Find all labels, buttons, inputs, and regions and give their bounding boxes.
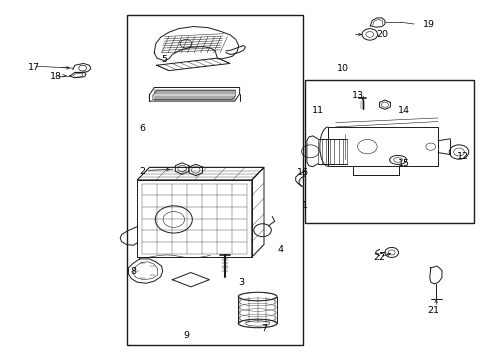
Text: 18: 18	[49, 72, 61, 81]
Text: 20: 20	[375, 30, 387, 39]
Text: 8: 8	[130, 267, 136, 276]
Text: 2: 2	[140, 167, 145, 176]
Text: 15: 15	[397, 159, 409, 168]
Text: 1: 1	[302, 201, 307, 210]
Text: 3: 3	[238, 278, 244, 287]
Text: 6: 6	[140, 123, 145, 132]
Text: 21: 21	[427, 306, 438, 315]
Bar	[305, 80, 473, 223]
Bar	[328, 127, 437, 166]
Text: 4: 4	[277, 246, 283, 255]
Text: 11: 11	[311, 105, 323, 114]
Text: 17: 17	[27, 63, 40, 72]
Text: 9: 9	[183, 332, 189, 341]
Text: 22: 22	[373, 253, 385, 262]
Text: 10: 10	[336, 64, 348, 73]
Text: 7: 7	[261, 324, 267, 333]
Bar	[127, 15, 303, 345]
Text: 14: 14	[397, 105, 409, 114]
Text: 13: 13	[351, 91, 363, 100]
Text: 12: 12	[456, 152, 468, 161]
Text: 5: 5	[161, 55, 167, 64]
Bar	[137, 180, 251, 257]
Text: 16: 16	[297, 168, 308, 177]
Text: 19: 19	[422, 19, 434, 28]
